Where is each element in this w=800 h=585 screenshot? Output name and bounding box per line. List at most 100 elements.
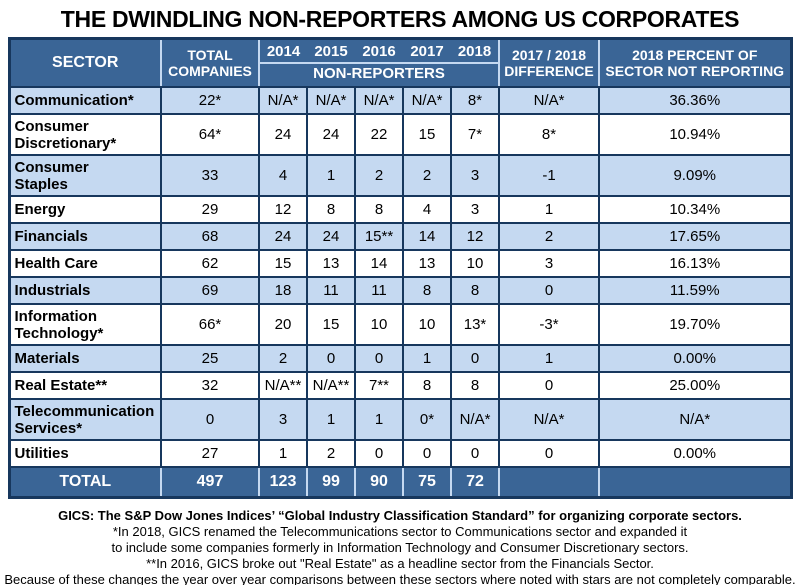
cell-2015: 24: [306, 222, 356, 251]
total-cell-companies: 497: [161, 466, 260, 497]
header-year-2015: 2015: [307, 38, 355, 64]
header-percent-line1: 2018 PERCENT OF: [632, 47, 758, 63]
cell-2014: 18: [258, 276, 308, 305]
cell-percent: 36.36%: [598, 86, 792, 115]
cell-total-companies: 0: [160, 398, 260, 441]
cell-2015: N/A**: [306, 371, 356, 400]
total-cell-2017: 75: [403, 466, 452, 497]
cell-difference: 0: [498, 276, 600, 305]
cell-percent: 0.00%: [598, 439, 792, 468]
cell-difference: 8*: [498, 113, 600, 156]
cell-2018: 12: [450, 222, 500, 251]
table-row: Materials 25 2 0 0 1 0 1 0.00%: [8, 344, 792, 373]
cell-2017: 14: [402, 222, 452, 251]
cell-2017: N/A*: [402, 86, 452, 115]
sector-name: Information Technology*: [8, 303, 162, 346]
cell-2014: 1: [258, 439, 308, 468]
cell-2018: 3: [450, 154, 500, 197]
cell-2015: 11: [306, 276, 356, 305]
cell-2016: 22: [354, 113, 404, 156]
sector-name: Consumer Discretionary*: [8, 113, 162, 156]
cell-difference: 1: [498, 344, 600, 373]
sector-name: Health Care: [8, 249, 162, 278]
table-row: Real Estate** 32 N/A** N/A** 7** 8 8 0 25.00%: [8, 371, 792, 400]
header-total-line1: TOTAL: [187, 47, 233, 63]
cell-2017: 10: [402, 303, 452, 346]
cell-2015: 1: [306, 154, 356, 197]
cell-2017: 4: [402, 195, 452, 224]
cell-2014: 15: [258, 249, 308, 278]
cell-percent: 10.94%: [598, 113, 792, 156]
cell-2016: 15**: [354, 222, 404, 251]
cell-difference: 3: [498, 249, 600, 278]
total-row: TOTAL 497 123 99 90 75 72: [9, 466, 791, 497]
header-row-1: SECTOR TOTAL COMPANIES 2014 2015 2016 20…: [9, 38, 791, 88]
cell-2016: 7**: [354, 371, 404, 400]
cell-2016: 14: [354, 249, 404, 278]
cell-2014: 12: [258, 195, 308, 224]
cell-difference: 0: [498, 371, 600, 400]
cell-difference: 1: [498, 195, 600, 224]
cell-2014: N/A*: [258, 86, 308, 115]
total-cell-difference: [499, 466, 600, 497]
cell-2018: 10: [450, 249, 500, 278]
cell-2015: 8: [306, 195, 356, 224]
cell-difference: 2: [498, 222, 600, 251]
cell-total-companies: 25: [160, 344, 260, 373]
total-cell-percent: [599, 466, 791, 497]
cell-2016: 0: [354, 439, 404, 468]
sector-name: Consumer Staples: [8, 154, 162, 197]
page-title: THE DWINDLING NON-REPORTERS AMONG US COR…: [60, 6, 740, 32]
cell-difference: N/A*: [498, 398, 600, 441]
total-cell-2014: 123: [259, 466, 308, 497]
cell-difference: 0: [498, 439, 600, 468]
cell-total-companies: 62: [160, 249, 260, 278]
cell-percent: 10.34%: [598, 195, 792, 224]
cell-2015: 1: [306, 398, 356, 441]
sector-name: Energy: [8, 195, 162, 224]
header-year-2016: 2016: [355, 38, 403, 64]
sector-name: Utilities: [8, 439, 162, 468]
sector-name: Telecommunication Services*: [8, 398, 162, 441]
header-sector: SECTOR: [9, 38, 162, 88]
table-row: Industrials 69 18 11 11 8 8 0 11.59%: [8, 276, 792, 305]
cell-2015: 15: [306, 303, 356, 346]
cell-total-companies: 68: [160, 222, 260, 251]
header-total-line2: COMPANIES: [168, 63, 252, 79]
cell-2014: 4: [258, 154, 308, 197]
table-body: Communication* 22* N/A* N/A* N/A* N/A* 8* N/A* 3…: [8, 86, 792, 468]
header-percent-line2: SECTOR NOT REPORTING: [605, 63, 785, 79]
cell-percent: 11.59%: [598, 276, 792, 305]
table-row: Health Care 62 15 13 14 13 10 3 16.13%: [8, 249, 792, 278]
cell-2017: 15: [402, 113, 452, 156]
cell-2015: 0: [306, 344, 356, 373]
cell-2018: 0: [450, 439, 500, 468]
cell-2014: N/A**: [258, 371, 308, 400]
cell-percent: 19.70%: [598, 303, 792, 346]
cell-2017: 8: [402, 276, 452, 305]
cell-2018: 8*: [450, 86, 500, 115]
total-cell-2015: 99: [307, 466, 356, 497]
table-row: Consumer Staples 33 4 1 2 2 3 -1 9.09%: [8, 154, 792, 197]
cell-2014: 20: [258, 303, 308, 346]
cell-2016: 1: [354, 398, 404, 441]
cell-2018: 8: [450, 371, 500, 400]
cell-2016: 11: [354, 276, 404, 305]
cell-total-companies: 29: [160, 195, 260, 224]
cell-2016: 10: [354, 303, 404, 346]
cell-2016: N/A*: [354, 86, 404, 115]
cell-total-companies: 64*: [160, 113, 260, 156]
table-header: SECTOR TOTAL COMPANIES 2014 2015 2016 20…: [9, 38, 791, 88]
cell-total-companies: 27: [160, 439, 260, 468]
cell-2016: 8: [354, 195, 404, 224]
header-total-companies: TOTAL COMPANIES: [161, 38, 260, 88]
header-year-2018: 2018: [451, 38, 500, 64]
total-cell-2018: 72: [451, 466, 500, 497]
cell-percent: 16.13%: [598, 249, 792, 278]
cell-percent: 0.00%: [598, 344, 792, 373]
footnotes: GICS: The S&P Dow Jones Indices’ “Global…: [0, 508, 800, 585]
cell-total-companies: 66*: [160, 303, 260, 346]
header-row-2: NON-REPORTERS: [9, 62, 791, 88]
cell-2018: 7*: [450, 113, 500, 156]
